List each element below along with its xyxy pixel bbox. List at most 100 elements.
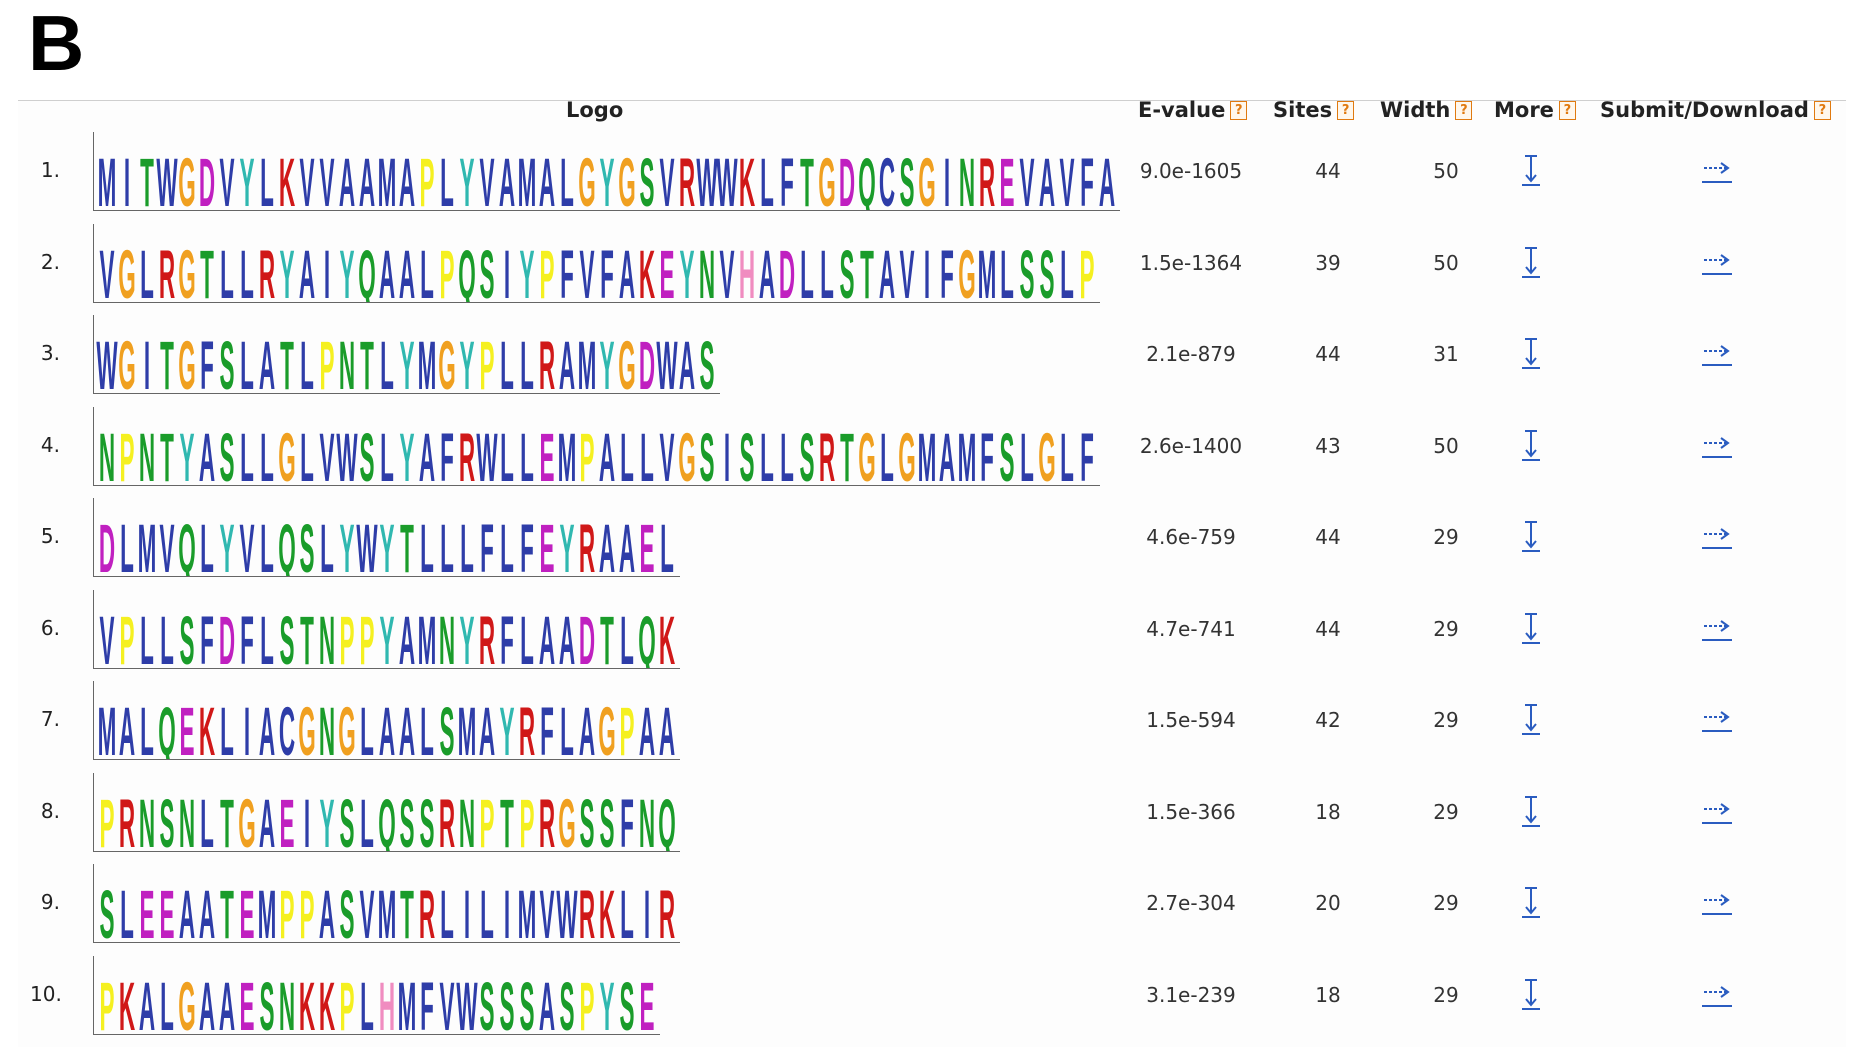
down-arrow-icon xyxy=(1522,429,1540,461)
logo-letter: R xyxy=(679,144,695,210)
logo-letter: R xyxy=(819,419,835,485)
more-link[interactable] xyxy=(1516,516,1546,556)
logo-letter: Y xyxy=(339,510,354,576)
logo-letter: V xyxy=(319,144,334,210)
logo-letter: R xyxy=(539,327,555,393)
help-icon[interactable]: ? xyxy=(1337,100,1355,120)
logo-letter: S xyxy=(419,785,434,851)
motif-number: 4. xyxy=(40,432,60,457)
logo-letter: S xyxy=(359,419,374,485)
logo-letter: G xyxy=(958,236,975,302)
more-link[interactable] xyxy=(1516,333,1546,373)
submit-download-link[interactable] xyxy=(1690,701,1746,737)
help-icon[interactable]: ? xyxy=(1558,100,1576,120)
right-arrow-icon xyxy=(1702,345,1732,366)
motif-number: 3. xyxy=(40,341,60,365)
submit-download-link[interactable] xyxy=(1690,976,1746,1012)
help-icon[interactable]: ? xyxy=(1813,100,1831,120)
logo-letter: V xyxy=(439,968,454,1034)
sites-cell: 20 xyxy=(1315,891,1341,915)
logo-letter: M xyxy=(518,876,537,942)
logo-letter: L xyxy=(260,419,274,485)
logo-letter: M xyxy=(518,144,537,210)
logo-letter: A xyxy=(499,144,515,210)
logo-letter: Y xyxy=(679,236,694,302)
logo-letter: W xyxy=(476,419,497,485)
logo-letter: S xyxy=(479,236,494,302)
motif-row: 4. N P N T Y A S L L G L V W S L Y A F R W L L E M P A L L V G S I S L L S R T… xyxy=(0,403,1850,493)
logo-letter: W xyxy=(716,144,737,210)
logo-letter: I xyxy=(464,876,470,942)
logo-letter: P xyxy=(519,785,534,851)
logo-letter: A xyxy=(299,236,315,302)
logo-letter: V xyxy=(99,236,114,302)
logo-letter: P xyxy=(1079,236,1094,302)
help-icon[interactable]: ? xyxy=(1230,100,1248,120)
logo-letter: L xyxy=(300,327,314,393)
more-link[interactable] xyxy=(1516,791,1546,831)
sites-cell: 18 xyxy=(1315,982,1341,1007)
submit-download-link[interactable] xyxy=(1690,610,1746,646)
logo-letter: K xyxy=(199,693,215,759)
logo-letter: K xyxy=(639,236,655,302)
logo-letter: L xyxy=(360,968,374,1034)
logo-letter: G xyxy=(178,968,195,1034)
logo-letter: S xyxy=(339,785,354,851)
motif-number: 7. xyxy=(40,707,60,731)
more-link[interactable] xyxy=(1516,974,1546,1014)
logo-letter: Y xyxy=(519,236,534,302)
motif-row: 6. V P L L S F D F L S T N P P Y A M N Y R F L A A D T L Q K 4.7e-741 4… xyxy=(0,586,1850,676)
submit-download-link[interactable] xyxy=(1690,152,1746,188)
submit-download-link[interactable] xyxy=(1690,244,1746,280)
logo-letter: L xyxy=(120,510,134,576)
logo-letter: Q xyxy=(278,510,295,576)
help-icon[interactable]: ? xyxy=(1455,100,1473,120)
logo-letter: S xyxy=(499,968,514,1034)
more-link[interactable] xyxy=(1516,425,1546,465)
logo-letter: T xyxy=(360,327,374,393)
logo-letter: L xyxy=(1000,236,1014,302)
sites-cell: 44 xyxy=(1315,159,1341,183)
logo-letter: L xyxy=(620,419,634,485)
logo-letter: S xyxy=(699,419,714,485)
logo-letter: T xyxy=(860,236,874,302)
logo-letter: V xyxy=(659,144,674,210)
logo-letter: Y xyxy=(499,693,514,759)
logo-letter: Y xyxy=(179,419,194,485)
submit-download-link[interactable] xyxy=(1690,793,1746,829)
logo-letter: L xyxy=(820,236,834,302)
more-link[interactable] xyxy=(1516,242,1546,282)
logo-letter: K xyxy=(319,968,335,1034)
more-link[interactable] xyxy=(1516,699,1546,739)
down-arrow-icon xyxy=(1522,704,1540,735)
logo-letter: W xyxy=(96,327,117,393)
submit-download-link[interactable] xyxy=(1690,335,1746,371)
logo-letter: M xyxy=(98,693,117,759)
logo-letter: D xyxy=(99,510,115,576)
more-link[interactable] xyxy=(1516,150,1546,190)
logo-letter: L xyxy=(620,876,634,942)
logo-letter: L xyxy=(500,327,514,393)
submit-download-link[interactable] xyxy=(1690,427,1746,463)
logo-letter: L xyxy=(320,510,334,576)
logo-letter: N xyxy=(459,785,475,851)
logo-letter: L xyxy=(260,602,274,668)
logo-letter: Y xyxy=(319,785,334,851)
logo-letter: F xyxy=(420,968,434,1034)
more-link[interactable] xyxy=(1516,608,1546,648)
submit-download-link[interactable] xyxy=(1690,518,1746,554)
submit-download-link[interactable] xyxy=(1690,884,1746,920)
logo-letter: V xyxy=(239,510,254,576)
more-link[interactable] xyxy=(1516,882,1546,922)
